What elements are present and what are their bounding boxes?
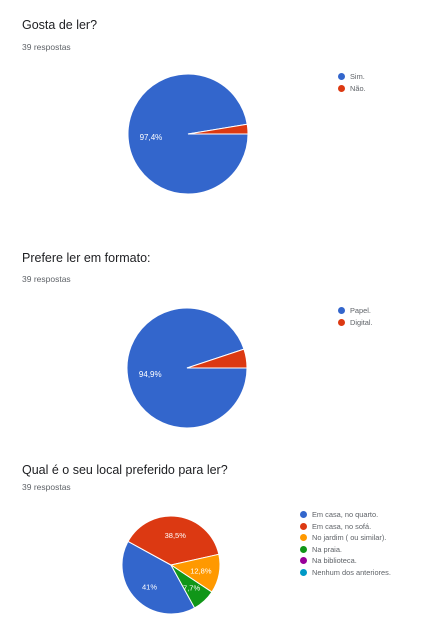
pie-slice-label: 94,9% [139,370,162,379]
legend-swatch [338,84,345,92]
question-card-3: Qual é o seu local preferido para ler? 3… [0,455,427,640]
legend-item-em-casa-no-quarto: Em casa, no quarto. [300,509,391,521]
legend-label: Papel. [350,306,371,316]
legend-item-nao: Não. [338,83,366,95]
legend-swatch [300,557,307,565]
chart-legend-2: Papel. Digital. [338,305,373,328]
pie-slice-na-praia [170,564,213,609]
question-title: Qual é o seu local preferido para ler? [22,463,228,477]
legend-label: Não. [350,83,366,93]
pie-slice-label: 97,4% [140,133,163,142]
legend-label: Na praia. [312,544,342,554]
pie-slice-label: 41% [142,582,157,591]
pie-slice-em-casa-no-quarto [121,540,196,615]
legend-swatch [300,522,307,530]
legend-item-papel: Papel. [338,305,373,317]
question-title: Prefere ler em formato: [22,251,151,265]
chart-legend-1: Sim. Não. [338,71,366,94]
legend-item-sim: Sim. [338,71,366,83]
legend-swatch [338,307,345,315]
response-count: 39 respostas [22,482,71,492]
pie-slice-digital [186,348,248,369]
legend-swatch [300,545,307,553]
legend-label: Sim. [350,72,365,82]
pie-slice-em-casa-no-sofa [127,515,220,566]
legend-swatch [338,73,345,81]
legend-swatch [300,568,307,576]
pie-chart-1: 97,4% [127,73,249,195]
legend-swatch [300,534,307,542]
legend-item-na-praia: Na praia. [300,544,391,556]
legend-item-nenhum-dos-anteriores: Nenhum dos anteriores. [300,567,391,579]
question-card-2: Prefere ler em formato: 39 respostas 94,… [0,240,427,455]
legend-label: Digital. [350,317,373,327]
pie-chart-2: 94,9% [126,307,248,429]
pie-slice-label: 38,5% [165,531,187,540]
legend-label: Na biblioteca. [312,556,357,566]
legend-item-na-biblioteca: Na biblioteca. [300,555,391,567]
pie-chart-3: 41% 38,5% 12,8% 7,7% [121,515,221,615]
pie-slice-nao [187,123,249,135]
legend-label: No jardim ( ou similar). [312,533,387,543]
pie-slice-label: 7,7% [183,583,200,592]
response-count: 39 respostas [22,274,71,284]
pie-slice-label: 12,8% [190,567,212,576]
legend-swatch [300,511,307,519]
legend-item-em-casa-no-sofa: Em casa, no sofá. [300,521,391,533]
legend-label: Em casa, no sofá. [312,521,372,531]
question-card-1: Gosta de ler? 39 respostas 97,4% Sim. Não… [0,0,427,240]
legend-label: Em casa, no quarto. [312,510,379,520]
legend-label: Nenhum dos anteriores. [312,567,391,577]
legend-swatch [338,318,345,326]
question-title: Gosta de ler? [22,18,98,32]
response-count: 39 respostas [22,42,71,52]
chart-legend-3: Em casa, no quarto. Em casa, no sofá. No j… [300,509,391,578]
legend-item-digital: Digital. [338,317,373,329]
legend-item-no-jardim-ou-similar: No jardim ( ou similar). [300,532,391,544]
